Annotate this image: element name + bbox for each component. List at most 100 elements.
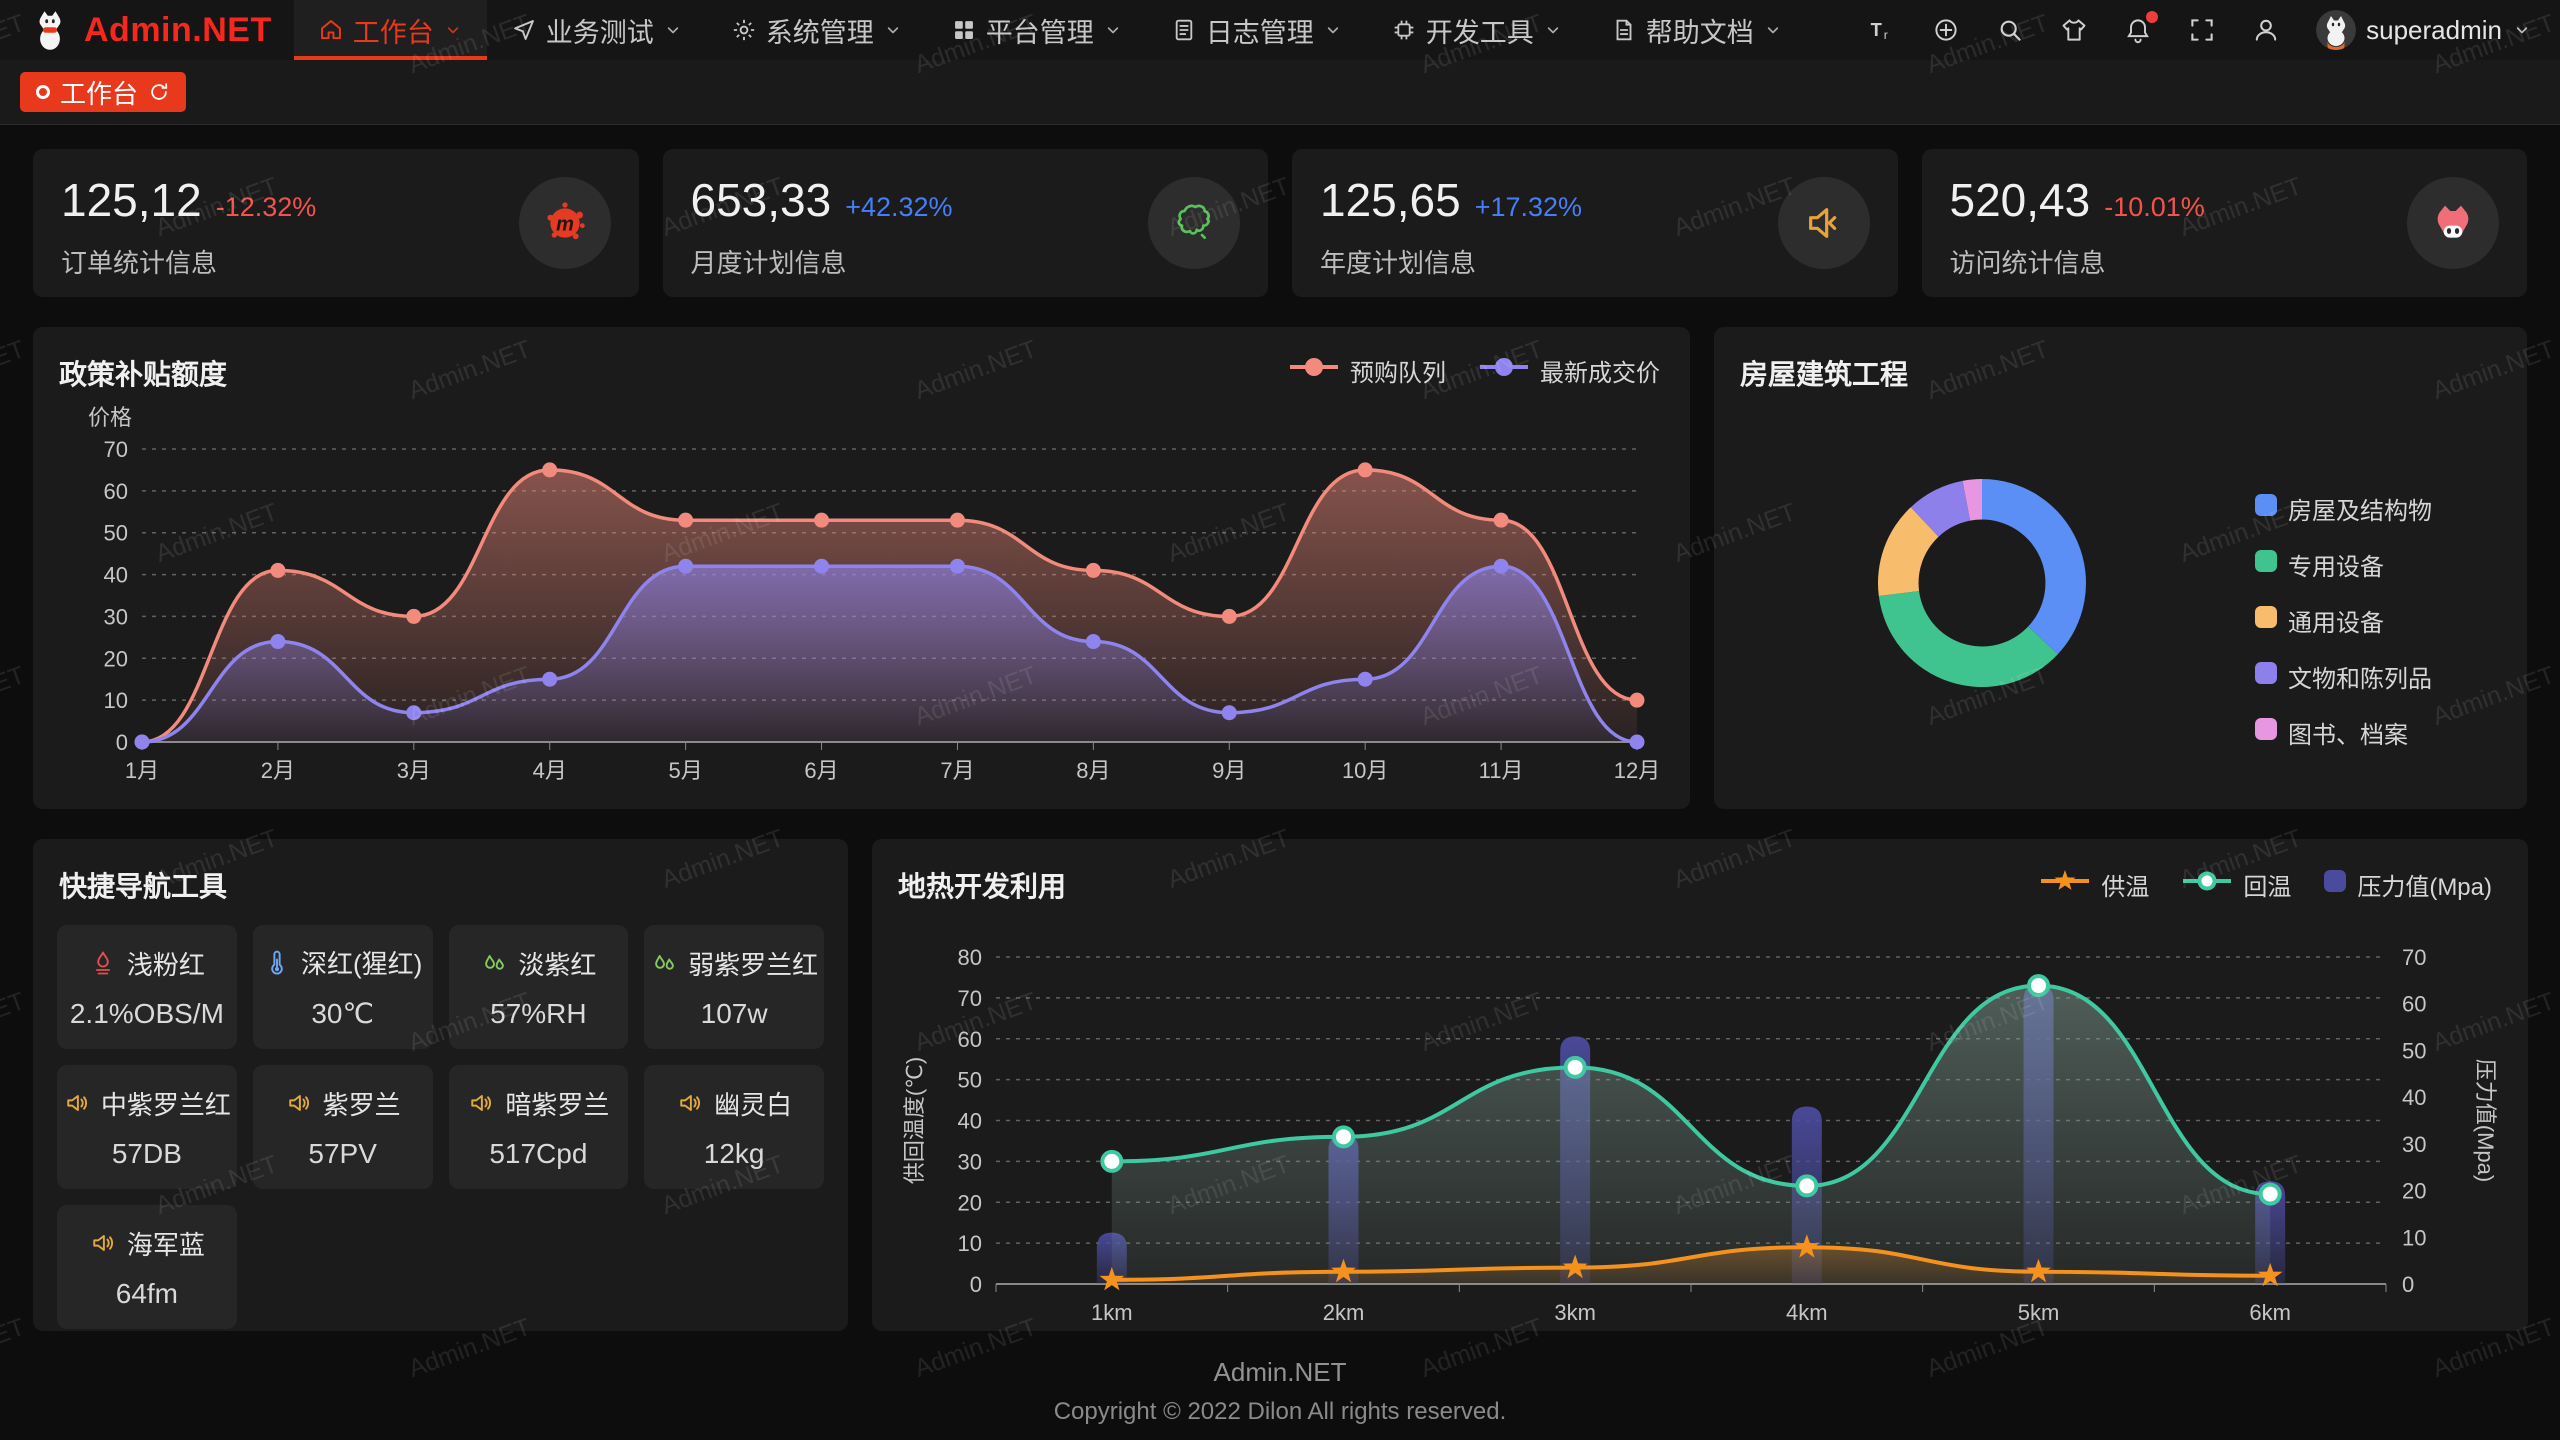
svg-text:2月: 2月 bbox=[261, 758, 295, 783]
quicknav-item-1[interactable]: 浅粉红 2.1%OBS/M bbox=[57, 925, 237, 1049]
svg-text:10月: 10月 bbox=[1342, 758, 1388, 783]
legend-item-文物和陈列品[interactable]: 文物和陈列品 bbox=[2254, 659, 2432, 694]
nav-item-label: 帮助文档 bbox=[1645, 17, 1754, 48]
svg-text:50: 50 bbox=[958, 1068, 982, 1093]
tab-workbench[interactable]: 工作台 bbox=[20, 72, 187, 112]
legend-item-图书、档案[interactable]: 图书、档案 bbox=[2254, 715, 2432, 750]
speaker-icon bbox=[285, 1089, 313, 1117]
chevron-down-icon bbox=[1543, 20, 1563, 40]
quicknav-item-value: 12kg bbox=[703, 1137, 765, 1169]
quicknav-item-name: 海军蓝 bbox=[126, 1229, 205, 1260]
svg-text:50: 50 bbox=[104, 521, 128, 546]
quicknav-title: 快捷导航工具 bbox=[59, 871, 228, 902]
svg-text:3月: 3月 bbox=[397, 758, 431, 783]
quicknav-item-value: 57DB bbox=[111, 1137, 182, 1169]
quicknav-item-name: 弱紫罗兰红 bbox=[688, 949, 819, 980]
donut-slice-专用设备 bbox=[1878, 590, 2058, 687]
refresh-icon[interactable] bbox=[148, 81, 170, 103]
drops-icon bbox=[480, 949, 508, 977]
legend-marker bbox=[2323, 869, 2347, 900]
nav-item-dev-tools[interactable]: 开发工具 bbox=[1367, 0, 1587, 60]
legend-label: 通用设备 bbox=[2288, 610, 2384, 637]
svg-text:r: r bbox=[1884, 28, 1888, 42]
nav-item-system-manage[interactable]: 系统管理 bbox=[707, 0, 927, 60]
quicknav-item-2[interactable]: 深红(猩红) 30℃ bbox=[252, 925, 433, 1049]
legend-item-专用设备[interactable]: 专用设备 bbox=[2254, 547, 2432, 582]
log-icon bbox=[1171, 17, 1197, 43]
dual-axis-chart-svg: 0 10 20 30 40 50 60 70 80 0 10 20 30 40 50 60 70 1km 2km 3k… bbox=[902, 945, 2498, 1321]
quicknav-card: 快捷导航工具 浅粉红 2.1%OBS/M 深红(猩红) 30℃ 淡紫红 57%RH 弱紫罗兰… bbox=[33, 839, 848, 1331]
drops-icon bbox=[650, 949, 678, 977]
svg-text:0: 0 bbox=[116, 730, 128, 755]
nav-item-help-docs[interactable]: 帮助文档 bbox=[1587, 0, 1807, 60]
dot-icon bbox=[36, 85, 50, 99]
quicknav-item-3[interactable]: 淡紫红 57%RH bbox=[448, 925, 629, 1049]
svg-text:70: 70 bbox=[958, 986, 982, 1011]
app-logo[interactable]: Admin.NET bbox=[28, 8, 272, 52]
theme-shirt-icon[interactable] bbox=[2060, 16, 2088, 44]
donut-slice-文物和陈列品 bbox=[1910, 480, 1971, 537]
nav-item-workbench[interactable]: 工作台 bbox=[293, 0, 487, 60]
fullscreen-icon[interactable] bbox=[2188, 16, 2216, 44]
nav-item-platform-manage[interactable]: 平台管理 bbox=[927, 0, 1147, 60]
grid-icon bbox=[951, 17, 977, 43]
brand-name: Admin.NET bbox=[84, 10, 272, 49]
svg-text:7月: 7月 bbox=[940, 758, 974, 783]
svg-text:压力值(Mpa): 压力值(Mpa) bbox=[2473, 1059, 2498, 1182]
chart-title: 地热开发利用 bbox=[898, 871, 1067, 902]
svg-text:5月: 5月 bbox=[669, 758, 703, 783]
svg-text:3km: 3km bbox=[1554, 1300, 1596, 1321]
svg-text:m: m bbox=[556, 213, 574, 235]
donut-slice-通用设备 bbox=[1878, 507, 1939, 597]
stats-row: 125,12 -12.32% 订单统计信息 m 653,33 +42.32% 月… bbox=[33, 149, 2527, 297]
quicknav-item-name: 幽灵白 bbox=[714, 1089, 793, 1120]
footer-brand: Admin.NET bbox=[1213, 1357, 1347, 1387]
user-menu[interactable]: superadmin bbox=[2316, 10, 2532, 50]
quicknav-item-5[interactable]: 中紫罗兰红 57DB bbox=[57, 1065, 237, 1189]
legend-item-最新成交价[interactable]: 最新成交价 bbox=[1478, 353, 1660, 388]
svg-text:70: 70 bbox=[2402, 945, 2426, 970]
stat-label: 年度计划信息 bbox=[1320, 248, 1477, 278]
quicknav-item-7[interactable]: 暗紫罗兰 517Cpd bbox=[448, 1065, 629, 1189]
chart-title: 房屋建筑工程 bbox=[1740, 359, 1909, 390]
quicknav-item-6[interactable]: 紫罗兰 57PV bbox=[252, 1065, 433, 1189]
legend-marker bbox=[2254, 661, 2278, 692]
chevron-down-icon bbox=[1103, 20, 1123, 40]
chart3-legend: 供温 回温 压力值(Mpa) bbox=[2039, 867, 2492, 902]
donut-chart-svg bbox=[1878, 479, 2086, 687]
quicknav-item-value: 2.1%OBS/M bbox=[69, 997, 224, 1029]
gear-icon bbox=[731, 17, 757, 43]
stat-value: 125,12 bbox=[61, 174, 202, 226]
globe-icon[interactable] bbox=[1932, 16, 1960, 44]
legend-item-通用设备[interactable]: 通用设备 bbox=[2254, 603, 2432, 638]
quicknav-item-4[interactable]: 弱紫罗兰红 107w bbox=[644, 925, 824, 1049]
stat-value: 125,65 bbox=[1320, 174, 1461, 226]
main-content: 125,12 -12.32% 订单统计信息 m 653,33 +42.32% 月… bbox=[0, 149, 2560, 1426]
legend-label: 文物和陈列品 bbox=[2288, 666, 2432, 693]
legend-item-回温[interactable]: 回温 bbox=[2181, 867, 2291, 902]
svg-text:60: 60 bbox=[2402, 992, 2426, 1017]
chevron-down-icon bbox=[883, 20, 903, 40]
bell-icon[interactable] bbox=[2124, 11, 2159, 44]
chevron-down-icon bbox=[1763, 20, 1783, 40]
nav-item-label: 开发工具 bbox=[1425, 17, 1534, 48]
legend-item-预购队列[interactable]: 预购队列 bbox=[1288, 353, 1446, 388]
svg-text:50: 50 bbox=[2402, 1038, 2426, 1063]
stat-card-yearly-plan: 125,65 +17.32% 年度计划信息 bbox=[1292, 149, 1898, 297]
nav-item-business-test[interactable]: 业务测试 bbox=[487, 0, 707, 60]
legend-item-房屋及结构物[interactable]: 房屋及结构物 bbox=[2254, 491, 2432, 526]
quicknav-item-value: 57%RH bbox=[490, 997, 587, 1029]
quicknav-item-value: 517Cpd bbox=[489, 1137, 588, 1169]
stat-label: 订单统计信息 bbox=[61, 248, 218, 278]
svg-text:5km: 5km bbox=[2018, 1300, 2060, 1321]
person-icon[interactable] bbox=[2252, 16, 2280, 44]
quicknav-item-8[interactable]: 幽灵白 12kg bbox=[644, 1065, 824, 1189]
stat-label: 访问统计信息 bbox=[1949, 248, 2106, 278]
search-icon[interactable] bbox=[1996, 16, 2024, 44]
nav-menu: 工作台 业务测试 系统管理 平台管理 日志管理 开发工具 帮助文档 bbox=[293, 0, 1807, 60]
legend-item-压力值(Mpa)[interactable]: 压力值(Mpa) bbox=[2323, 867, 2492, 902]
quicknav-item-9[interactable]: 海军蓝 64fm bbox=[57, 1205, 237, 1329]
nav-item-log-manage[interactable]: 日志管理 bbox=[1147, 0, 1367, 60]
legend-item-供温[interactable]: 供温 bbox=[2039, 867, 2149, 902]
